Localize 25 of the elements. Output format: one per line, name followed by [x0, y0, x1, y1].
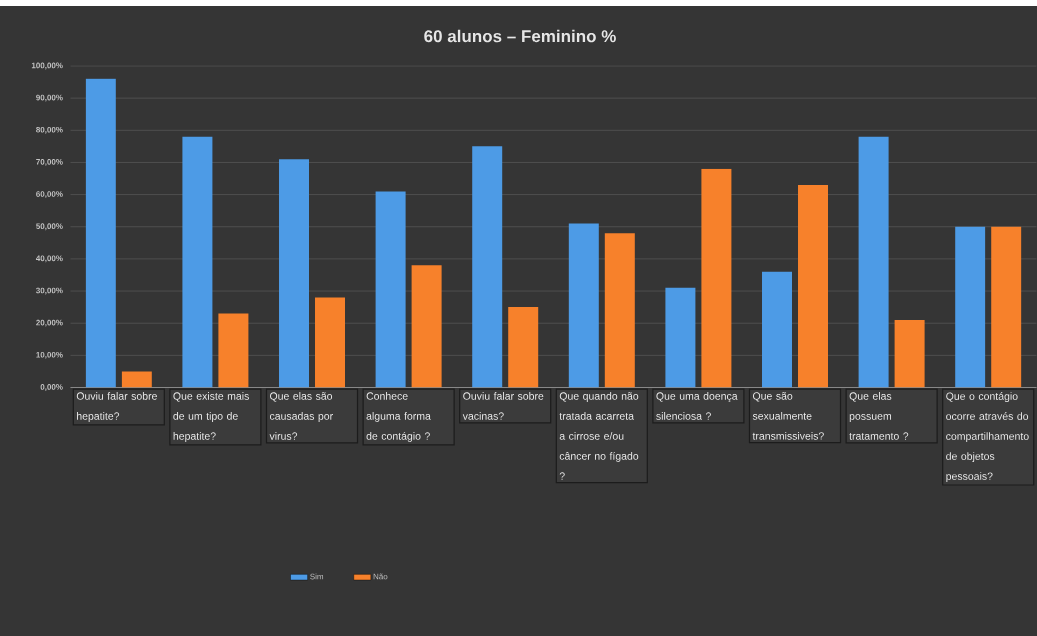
y-tick-label: 0,00%	[40, 384, 63, 391]
y-tick-label: 40,00%	[35, 255, 63, 263]
x-tick-label: Que existe mais de um tipo de hepatite?	[173, 392, 249, 442]
bar	[121, 371, 152, 388]
x-tick-label: Conhece alguma forma de contágio ?	[366, 392, 431, 442]
x-tick-label: Que são sexualmente transmissiveis?	[752, 392, 824, 440]
x-tick-label: Que elas são causadas por virus?	[269, 392, 333, 440]
y-tick-label: 50,00%	[36, 223, 63, 231]
x-tick-label: Que quando não tratada acarreta a cirrose e/ou câncer no fígado ?	[559, 392, 639, 480]
x-tick-label: Que elas possuem tratamento ?	[849, 392, 909, 440]
legend-label: Sim	[310, 573, 324, 580]
y-tick-label: 90,00%	[36, 94, 63, 102]
x-tick-label: Ouviu falar sobre hepatite?	[76, 392, 157, 422]
y-tick-label: 20,00%	[36, 319, 63, 327]
x-tick-label: Que o contágio ocorre através do compartilhamento de objetos pessoais?	[946, 392, 1029, 482]
y-tick-label: 10,00%	[36, 351, 63, 359]
y-tick-label: 100,00%	[31, 62, 63, 70]
chart-title: 60 alunos – Feminino %	[424, 29, 616, 43]
legend-label: Não	[373, 573, 388, 580]
x-tick-label: Que uma doença silenciosa ?	[656, 392, 738, 420]
y-tick-label: 60,00%	[36, 191, 63, 198]
x-tick-label: Ouviu falar sobre vacinas?	[462, 392, 544, 420]
y-tick-label: 70,00%	[36, 159, 63, 166]
y-tick-label: 80,00%	[36, 126, 63, 134]
y-tick-label: 30,00%	[36, 287, 63, 295]
